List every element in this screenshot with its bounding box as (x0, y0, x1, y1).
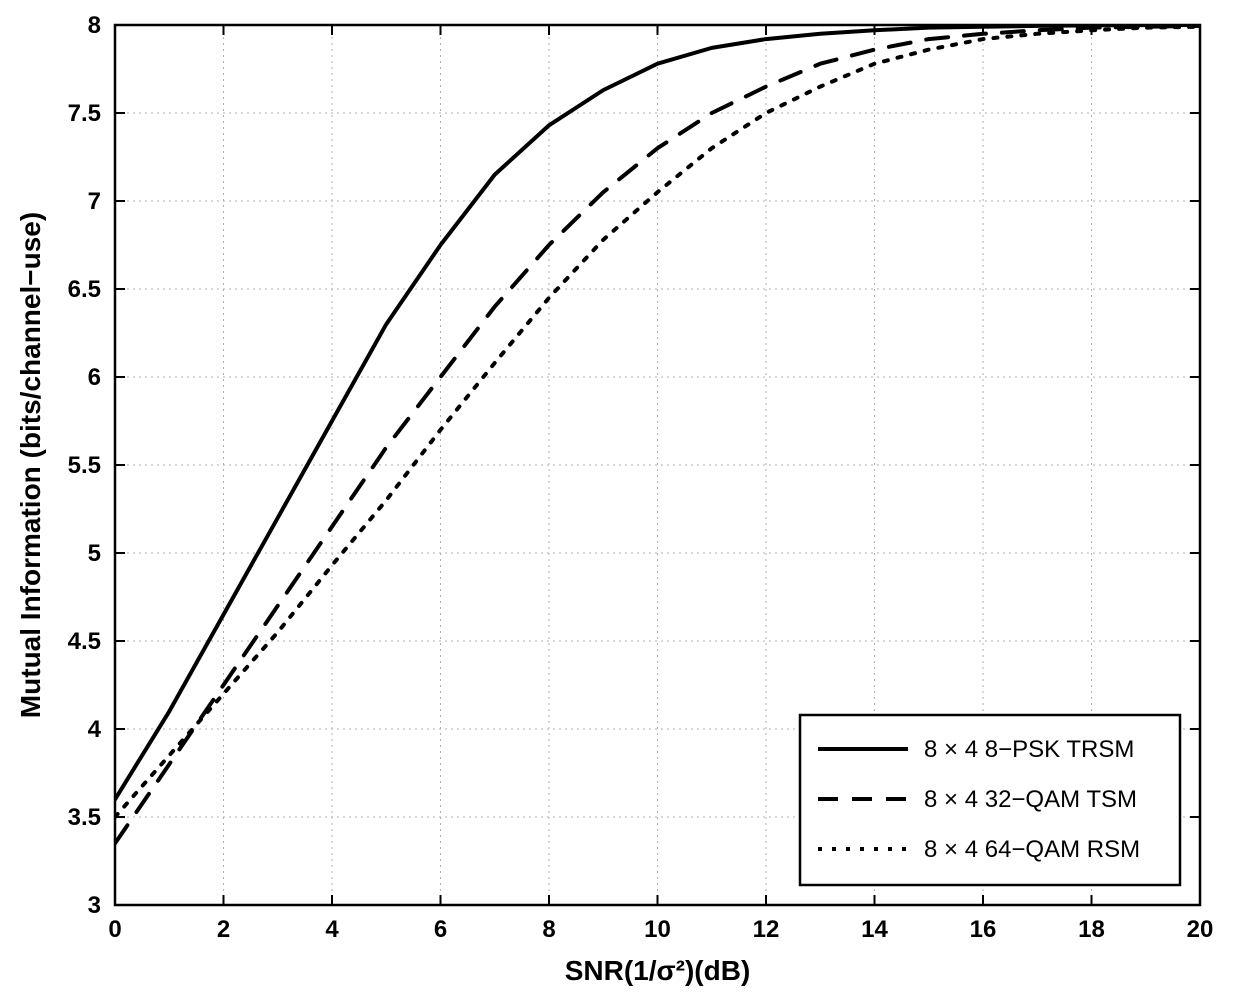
x-tick-label: 18 (1078, 916, 1105, 943)
x-axis-label: SNR(1/σ²)(dB) (565, 955, 751, 986)
x-tick-label: 8 (542, 916, 555, 943)
y-axis-label: Mutual Information (bits/channel−use) (15, 212, 46, 718)
y-tick-label: 5.5 (68, 452, 101, 479)
x-tick-label: 2 (217, 916, 230, 943)
y-tick-label: 7.5 (68, 100, 101, 127)
x-tick-label: 4 (325, 916, 339, 943)
legend: 8 × 4 8−PSK TRSM 8 × 4 32−QAM TSM 8 × 4 64… (800, 715, 1180, 885)
legend-label: 8 × 4 64−QAM RSM (924, 836, 1140, 863)
x-tick-label: 12 (753, 916, 780, 943)
x-tick-label: 10 (644, 916, 671, 943)
legend-label: 8 × 4 32−QAM TSM (924, 786, 1137, 813)
x-tick-label: 16 (970, 916, 997, 943)
y-tick-label: 4 (88, 716, 102, 743)
y-tick-label: 6.5 (68, 276, 101, 303)
x-tick-label: 20 (1187, 916, 1214, 943)
y-tick-label: 3.5 (68, 804, 101, 831)
chart-container: 0 2 4 6 8 10 12 14 16 18 20 3 3.5 4 4.5 5 5.5 6 6.5 7 7.5 8 SN… (0, 0, 1240, 995)
mutual-information-chart: 0 2 4 6 8 10 12 14 16 18 20 3 3.5 4 4.5 5 5.5 6 6.5 7 7.5 8 SN… (0, 0, 1240, 995)
x-tick-label: 0 (108, 916, 121, 943)
y-tick-label: 6 (88, 364, 101, 391)
y-tick-label: 8 (88, 12, 101, 39)
x-tick-label: 14 (861, 916, 888, 943)
y-tick-label: 5 (88, 540, 101, 567)
legend-label: 8 × 4 8−PSK TRSM (924, 736, 1134, 763)
x-tick-label: 6 (434, 916, 447, 943)
y-tick-label: 7 (88, 188, 101, 215)
y-tick-label: 4.5 (68, 628, 101, 655)
y-tick-label: 3 (88, 892, 101, 919)
